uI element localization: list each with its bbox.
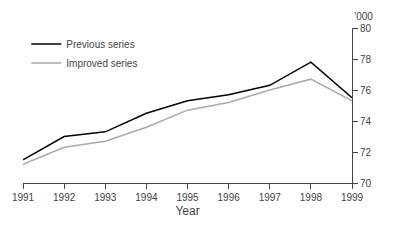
svg-text:1998: 1998 bbox=[300, 192, 323, 203]
svg-text:’000: ’000 bbox=[354, 11, 373, 22]
svg-text:1997: 1997 bbox=[259, 192, 282, 203]
svg-text:1999: 1999 bbox=[341, 192, 364, 203]
svg-text:1992: 1992 bbox=[53, 192, 76, 203]
svg-text:80: 80 bbox=[360, 23, 372, 34]
svg-text:1991: 1991 bbox=[12, 192, 35, 203]
svg-text:76: 76 bbox=[360, 85, 372, 96]
svg-text:78: 78 bbox=[360, 54, 372, 65]
svg-text:1996: 1996 bbox=[218, 192, 241, 203]
svg-text:Previous series: Previous series bbox=[66, 39, 134, 50]
svg-text:1993: 1993 bbox=[94, 192, 117, 203]
svg-text:Improved series: Improved series bbox=[66, 58, 137, 69]
svg-text:74: 74 bbox=[360, 116, 372, 127]
svg-text:70: 70 bbox=[360, 178, 372, 189]
svg-text:Year: Year bbox=[175, 204, 199, 218]
svg-text:72: 72 bbox=[360, 147, 372, 158]
svg-text:1995: 1995 bbox=[176, 192, 199, 203]
svg-text:1994: 1994 bbox=[135, 192, 158, 203]
